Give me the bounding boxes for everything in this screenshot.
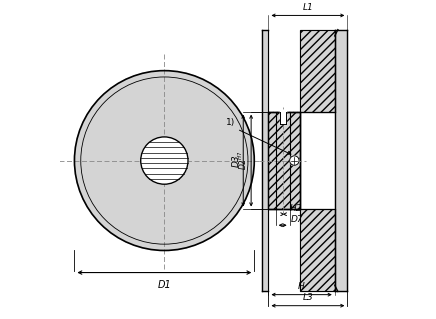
Polygon shape <box>269 112 300 210</box>
Text: H: H <box>298 282 305 291</box>
Bar <box>300 30 335 112</box>
Text: $D2^{H7}$: $D2^{H7}$ <box>236 151 249 170</box>
Text: L3: L3 <box>303 293 313 302</box>
Circle shape <box>141 137 188 184</box>
Bar <box>300 210 335 292</box>
Text: D3: D3 <box>232 154 241 167</box>
Circle shape <box>75 70 254 250</box>
Polygon shape <box>280 110 286 124</box>
Text: H2: H2 <box>290 204 302 213</box>
Polygon shape <box>300 210 335 292</box>
Text: L1: L1 <box>303 3 313 12</box>
Text: 1): 1) <box>226 118 235 127</box>
Text: D1: D1 <box>157 280 171 290</box>
Circle shape <box>290 156 299 165</box>
Text: D7: D7 <box>291 215 304 224</box>
Polygon shape <box>300 30 335 112</box>
Polygon shape <box>262 30 269 292</box>
Bar <box>269 112 300 210</box>
Polygon shape <box>335 30 347 292</box>
